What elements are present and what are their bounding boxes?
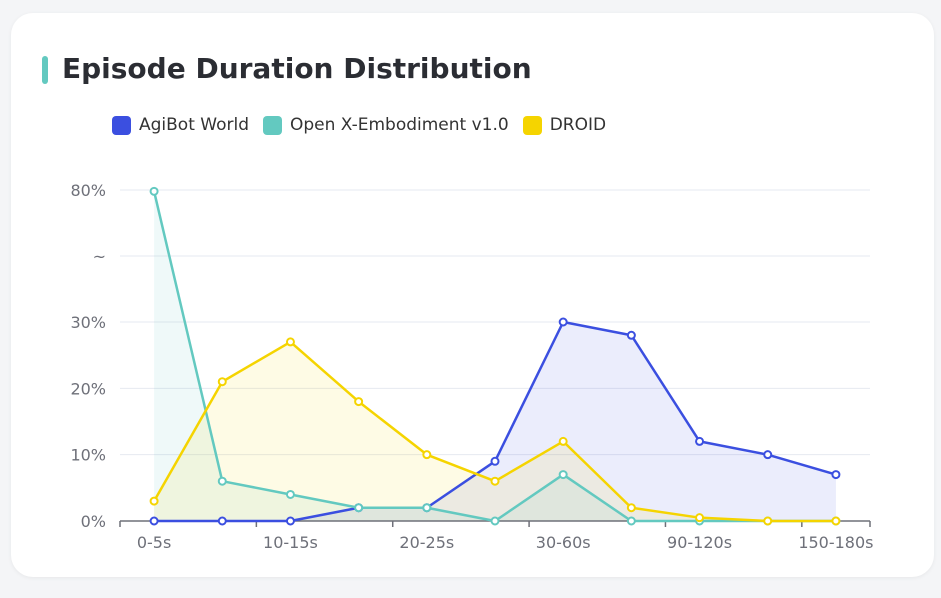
x-tick-label: 30-60s — [536, 533, 591, 552]
chart-title: Episode Duration Distribution — [62, 52, 532, 85]
y-tick-label: ~ — [93, 247, 106, 266]
data-point — [695, 436, 705, 446]
data-point — [831, 470, 841, 480]
data-point — [217, 516, 227, 526]
legend-item-agibot[interactable]: AgiBot World — [112, 115, 249, 135]
x-tick-label: 90-120s — [667, 533, 732, 552]
title-accent-bar — [42, 56, 48, 84]
data-point — [422, 503, 432, 513]
y-tick-label: 20% — [70, 379, 106, 398]
data-point — [354, 503, 364, 513]
legend-item-droid[interactable]: DROID — [522, 115, 607, 135]
series-area — [154, 322, 836, 521]
data-point — [558, 436, 568, 446]
data-point — [285, 337, 295, 347]
legend-item-oxe[interactable]: Open X-Embodiment v1.0 — [263, 115, 509, 135]
data-point — [217, 476, 227, 486]
y-tick-label: 30% — [70, 313, 106, 332]
legend-label: Open X-Embodiment v1.0 — [290, 115, 509, 135]
x-tick-label: 10-15s — [263, 533, 318, 552]
data-point — [490, 476, 500, 486]
x-tick-label: 150-180s — [798, 533, 873, 552]
data-point — [354, 397, 364, 407]
y-tick-label: 80% — [70, 181, 106, 200]
series-area — [154, 341, 836, 521]
x-tick-label: 20-25s — [399, 533, 454, 552]
data-point — [763, 516, 773, 526]
data-point — [285, 516, 295, 526]
data-point — [149, 516, 159, 526]
x-tick-label: 0-5s — [137, 533, 171, 552]
data-point — [626, 516, 636, 526]
legend-label: AgiBot World — [139, 115, 249, 135]
data-point — [422, 450, 432, 460]
data-point — [558, 470, 568, 480]
legend-swatch — [522, 115, 542, 135]
data-point — [626, 330, 636, 340]
legend: AgiBot World Open X-Embodiment v1.0 DROI… — [112, 115, 620, 135]
data-point — [763, 450, 773, 460]
data-point — [695, 513, 705, 523]
data-point — [490, 456, 500, 466]
data-point — [490, 516, 500, 526]
legend-swatch — [263, 115, 282, 135]
y-tick-label: 10% — [70, 446, 106, 465]
data-point — [149, 186, 159, 196]
legend-swatch — [112, 115, 131, 135]
y-tick-label: 0% — [81, 512, 106, 531]
data-point — [285, 489, 295, 499]
data-point — [149, 496, 159, 506]
legend-label: DROID — [549, 115, 607, 135]
series-area — [154, 191, 836, 521]
data-point — [558, 317, 568, 327]
data-point — [217, 377, 227, 387]
data-point — [626, 503, 636, 513]
data-point — [831, 516, 841, 526]
